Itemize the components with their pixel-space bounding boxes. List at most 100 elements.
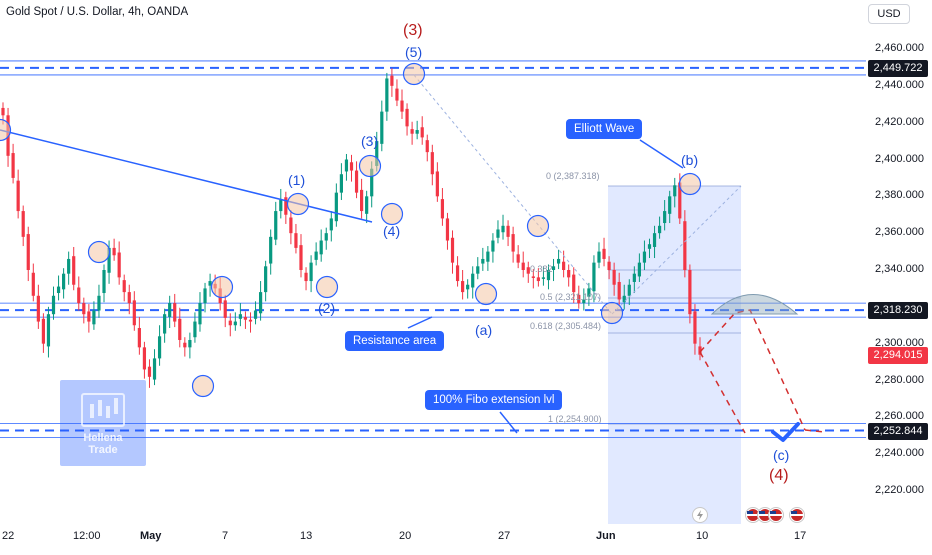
candle-body [51,295,56,315]
candle-body [693,311,697,344]
wave-point-marker [526,214,550,238]
candle-body [67,258,71,274]
fib-label-0618: 0.618 (2,305.484) [530,321,602,331]
candle-body [208,281,212,286]
candle-body [668,196,672,214]
candle-body [627,284,631,296]
candle-body [678,182,682,219]
candle-body [107,247,111,273]
time-tick-label: 27 [498,530,511,542]
us-flag-icon[interactable] [789,507,805,523]
price-tick-label: 2,260.000 [875,410,924,423]
price-tick-label: 2,240.000 [875,447,924,460]
candle-body [688,270,692,315]
lightning-icon[interactable] [692,507,708,523]
analysis-drawings [0,74,826,442]
watermark-sub: Trade [88,444,118,456]
currency-selector[interactable]: USD [868,4,910,24]
wave-point-marker [474,282,498,306]
price-tick-label: 2,300.000 [875,336,924,349]
candle-body [324,233,328,241]
candle-body [193,321,197,338]
wave-point-marker [87,240,111,264]
candle-body [597,251,601,263]
candle-body [269,236,273,264]
candle-body [698,346,702,355]
candle-body [112,247,116,256]
candle-body [243,316,248,320]
elliott-wave-callout[interactable]: Elliott Wave [566,119,643,139]
time-tick-label: 17 [794,530,807,542]
candle-body [663,211,667,224]
candle-body [157,336,162,359]
candle-body [511,234,515,252]
candle-body [370,168,374,197]
wave-point-marker [358,154,382,178]
candle-body [582,299,586,304]
projection-path [699,351,746,434]
candle-body [102,270,106,294]
candle-body [642,251,647,263]
time-tick-label: May [140,530,162,542]
fibonacci-box [608,185,741,524]
candle-body [445,218,450,241]
candle-body [516,254,520,263]
candle-body [531,276,535,278]
time-tick-label: 7 [222,530,229,542]
candle-body [92,310,96,325]
price-tick-label: 2,440.000 [875,78,924,91]
candle-body [188,339,192,348]
candle-body [425,140,429,153]
candle-body [21,211,25,237]
resistance-area-callout[interactable]: Resistance area [345,331,445,351]
candle-body [173,303,177,322]
candle-body [77,287,81,304]
projection-path [804,429,826,433]
candle-body [178,318,182,340]
candle-body [612,270,616,285]
candle-body [1,107,5,116]
last-price-tag: 2,294.015 [868,346,928,364]
fib-label-05: 0.5 (2,321.107) [540,292,602,302]
callout-pointer [499,411,518,434]
candle-body [673,185,677,197]
wave-label-3-major: (3) [403,22,423,39]
time-tick-label: 12:00 [73,530,101,542]
fib-zone [608,186,741,524]
time-tick-label: 20 [399,530,412,542]
us-flag-icon[interactable] [768,507,784,523]
candle-body [248,319,253,322]
candle-body [496,229,500,238]
candle-body [41,318,46,344]
price-tick-label: 2,420.000 [875,115,924,128]
candle-body [299,245,303,270]
candle-body [228,320,232,326]
level-price-tag: 2,252.844 [868,422,928,440]
candle-body [440,199,445,219]
wave-label-2: (2) [318,300,336,316]
candle-body [294,233,298,248]
candle-body [592,262,596,292]
candle-body [466,284,470,290]
candle-body [344,159,349,172]
time-tick-label: Jun [596,530,616,542]
candle-body [279,200,283,212]
candle-body [284,197,288,215]
candle-body [238,314,242,319]
candle-body [461,281,465,293]
fibo-extension-callout[interactable]: 100% Fibo extension lvl [425,390,563,410]
watermark-name: Hellena [83,432,123,444]
candle-body [87,311,91,322]
projection-path [699,309,806,431]
resistance-arc [710,294,799,315]
wave-label-b: (b) [681,152,699,168]
candle-body [56,286,61,294]
time-tick-label: 10 [696,530,709,542]
wave-point-marker [315,275,339,299]
time-tick-label: 22 [2,530,15,542]
callout-pointer [407,316,433,329]
price-tick-label: 2,220.000 [875,484,924,496]
candle-body [476,266,480,274]
